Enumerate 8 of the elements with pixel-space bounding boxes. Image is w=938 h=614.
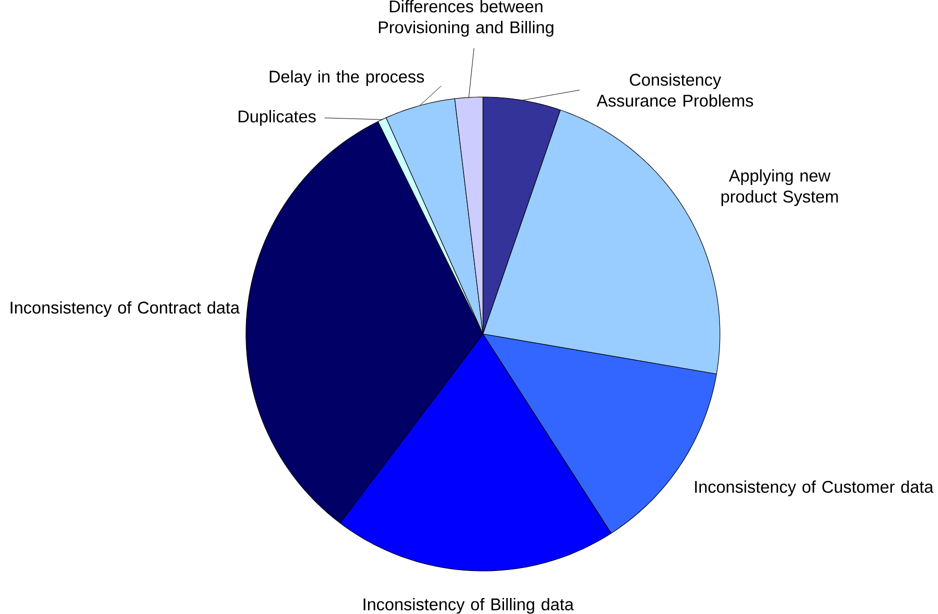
slice-label: Inconsistency of Contract data [10,301,240,318]
slice-label: Inconsistency of Billing data [364,598,574,614]
slice-label: Inconsistency of Customer data [695,480,934,496]
slice-label: Duplicates [238,110,316,126]
slice-label: Delay in the process [270,70,424,86]
slice-label: Differences between Provisioning and Billing [378,0,554,37]
slice-label: Consistency Assurance Problems [596,74,754,107]
slice-label: Applying new product System [722,169,838,206]
